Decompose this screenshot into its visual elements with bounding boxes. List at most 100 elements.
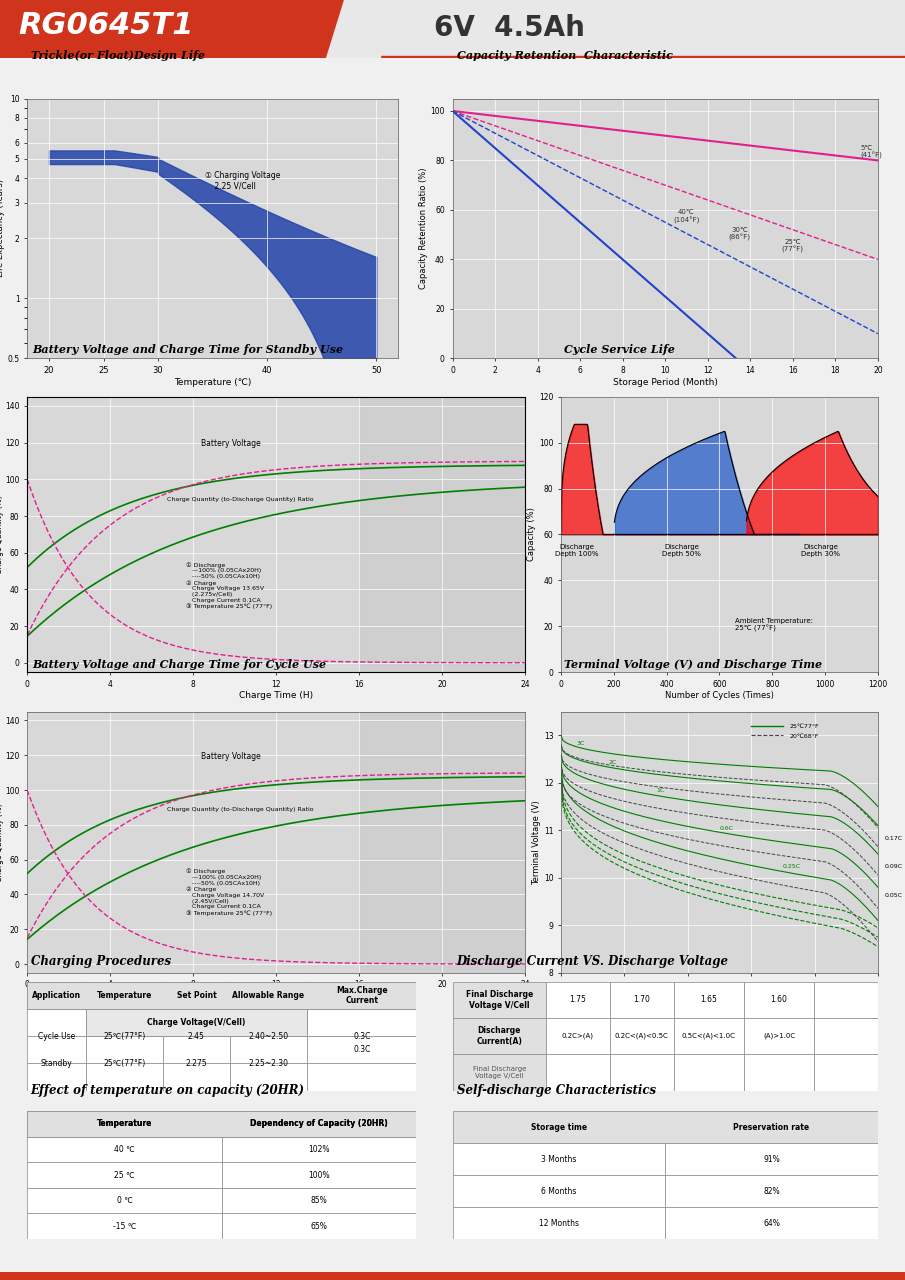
Bar <box>744 1055 814 1091</box>
Bar <box>27 1188 222 1213</box>
Text: 20℃68°F: 20℃68°F <box>789 733 818 739</box>
Bar <box>230 982 308 1009</box>
Text: 0.6C: 0.6C <box>719 827 734 832</box>
Text: 3C: 3C <box>577 741 586 746</box>
Text: 100%: 100% <box>309 1170 329 1180</box>
Bar <box>85 1037 163 1064</box>
Bar <box>380 0 905 58</box>
Text: 1C: 1C <box>656 788 664 794</box>
Text: Terminal Voltage (V) and Discharge Time: Terminal Voltage (V) and Discharge Time <box>565 659 823 669</box>
Text: Set Point: Set Point <box>176 991 216 1000</box>
Text: 2.25~2.30: 2.25~2.30 <box>249 1059 289 1068</box>
Text: 6V  4.5Ah: 6V 4.5Ah <box>434 14 586 42</box>
Text: 2C: 2C <box>608 760 617 765</box>
Text: 25℃
(77°F): 25℃ (77°F) <box>782 239 804 253</box>
Text: ① Discharge
   —100% (0.05CAx20H)
   ----50% (0.05CAx10H)
② Charge
   Charge Vol: ① Discharge —100% (0.05CAx20H) ----50% (… <box>186 868 272 916</box>
Bar <box>163 982 230 1009</box>
Text: Final Discharge
Voltage V/Cell: Final Discharge Voltage V/Cell <box>466 991 533 1010</box>
Bar <box>308 1009 416 1037</box>
Bar <box>0 56 905 67</box>
Bar <box>744 1018 814 1055</box>
Text: 2.40~2.50: 2.40~2.50 <box>248 1032 289 1041</box>
Text: ① Charging Voltage
    2.25 V/Cell: ① Charging Voltage 2.25 V/Cell <box>205 172 281 191</box>
Bar <box>452 1055 546 1091</box>
Text: 0.17C: 0.17C <box>884 836 902 841</box>
Text: Battery Voltage and Charge Time for Cycle Use: Battery Voltage and Charge Time for Cycl… <box>33 659 327 669</box>
Bar <box>673 982 744 1018</box>
Bar <box>222 1188 416 1213</box>
Bar <box>230 1064 308 1091</box>
Text: Charge Quantity (to-Discharge Quantity) Ratio: Charge Quantity (to-Discharge Quantity) … <box>167 498 313 502</box>
Text: 1.60: 1.60 <box>770 996 787 1005</box>
Text: 5℃
(41°F): 5℃ (41°F) <box>861 145 882 160</box>
Bar <box>665 1143 878 1175</box>
Bar <box>308 1037 416 1064</box>
X-axis label: Charge Time (H): Charge Time (H) <box>239 691 313 700</box>
Bar <box>452 982 546 1018</box>
Bar <box>610 1018 673 1055</box>
Text: 1.75: 1.75 <box>569 996 586 1005</box>
Text: 1: 1 <box>591 988 595 995</box>
Y-axis label: Charge Quantity (%): Charge Quantity (%) <box>0 803 4 882</box>
Text: 91%: 91% <box>763 1155 780 1164</box>
Text: 10: 10 <box>700 988 708 995</box>
Bar <box>673 1018 744 1055</box>
Bar <box>85 1009 163 1037</box>
Text: Allowable Range: Allowable Range <box>233 991 304 1000</box>
Text: Charging Procedures: Charging Procedures <box>31 955 171 968</box>
Text: 0.2C<(A)<0.5C: 0.2C<(A)<0.5C <box>614 1033 669 1039</box>
Y-axis label: Capacity Retention Ratio (%): Capacity Retention Ratio (%) <box>419 168 427 289</box>
Text: Discharge
Depth 30%: Discharge Depth 30% <box>801 544 841 557</box>
Bar <box>27 1037 85 1064</box>
Bar <box>814 982 878 1018</box>
Bar <box>222 1162 416 1188</box>
Bar <box>163 1037 230 1064</box>
Text: 102%: 102% <box>309 1144 329 1155</box>
Text: Ambient Temperature:
25℃ (77°F): Ambient Temperature: 25℃ (77°F) <box>735 618 814 632</box>
X-axis label: Temperature (℃): Temperature (℃) <box>174 378 252 387</box>
Text: Discharge Current VS. Discharge Voltage: Discharge Current VS. Discharge Voltage <box>457 955 729 968</box>
Text: 12 Months: 12 Months <box>538 1219 579 1228</box>
Text: Preservation rate: Preservation rate <box>733 1123 810 1132</box>
Text: 0.05C: 0.05C <box>884 893 902 897</box>
Bar <box>27 1111 222 1137</box>
Bar <box>814 1018 878 1055</box>
Text: 30 60: 30 60 <box>741 988 761 995</box>
Bar <box>546 1055 610 1091</box>
Text: Dependency of Capacity (20HR): Dependency of Capacity (20HR) <box>250 1119 388 1129</box>
Bar <box>452 1175 665 1207</box>
Bar <box>665 1207 878 1239</box>
Y-axis label: Capacity (%): Capacity (%) <box>528 507 536 562</box>
Text: Max.Charge
Current: Max.Charge Current <box>336 986 387 1005</box>
Bar <box>610 982 673 1018</box>
Text: Battery Voltage: Battery Voltage <box>202 751 262 760</box>
Text: ① Discharge
   —100% (0.05CAx20H)
   ----50% (0.05CAx10H)
② Charge
   Charge Vol: ① Discharge —100% (0.05CAx20H) ----50% (… <box>186 562 272 609</box>
Text: 2 3: 2 3 <box>784 988 795 995</box>
Y-axis label: Life Expectancy (Years): Life Expectancy (Years) <box>0 179 5 278</box>
Text: 40℃
(104°F): 40℃ (104°F) <box>673 210 700 224</box>
Text: 30℃
(86°F): 30℃ (86°F) <box>729 227 750 241</box>
Bar <box>0 0 380 58</box>
Bar <box>85 982 163 1009</box>
Bar <box>452 1143 665 1175</box>
Text: Final Discharge
Voltage V/Cell: Final Discharge Voltage V/Cell <box>472 1066 526 1079</box>
Text: 25℃(77°F): 25℃(77°F) <box>103 1032 146 1041</box>
Text: RG0645T1: RG0645T1 <box>18 12 194 41</box>
Text: 25℃(77°F): 25℃(77°F) <box>103 1059 146 1068</box>
Text: 64%: 64% <box>763 1219 780 1228</box>
Text: 82%: 82% <box>763 1187 780 1196</box>
Bar <box>744 982 814 1018</box>
Text: 2 3: 2 3 <box>619 988 630 995</box>
Text: Battery Voltage and Charge Time for Standby Use: Battery Voltage and Charge Time for Stan… <box>33 344 344 355</box>
Bar <box>230 1009 308 1037</box>
Text: 20 30: 20 30 <box>858 988 879 995</box>
Text: Temperature: Temperature <box>97 1119 152 1129</box>
Bar <box>546 1018 610 1055</box>
Bar <box>452 1111 878 1143</box>
Text: Temperature: Temperature <box>97 1119 152 1129</box>
X-axis label: Discharge Time (Min): Discharge Time (Min) <box>679 983 760 992</box>
Bar <box>27 1064 85 1091</box>
Text: 2.275: 2.275 <box>186 1059 207 1068</box>
Text: 85%: 85% <box>310 1196 328 1206</box>
Bar <box>27 1111 416 1137</box>
